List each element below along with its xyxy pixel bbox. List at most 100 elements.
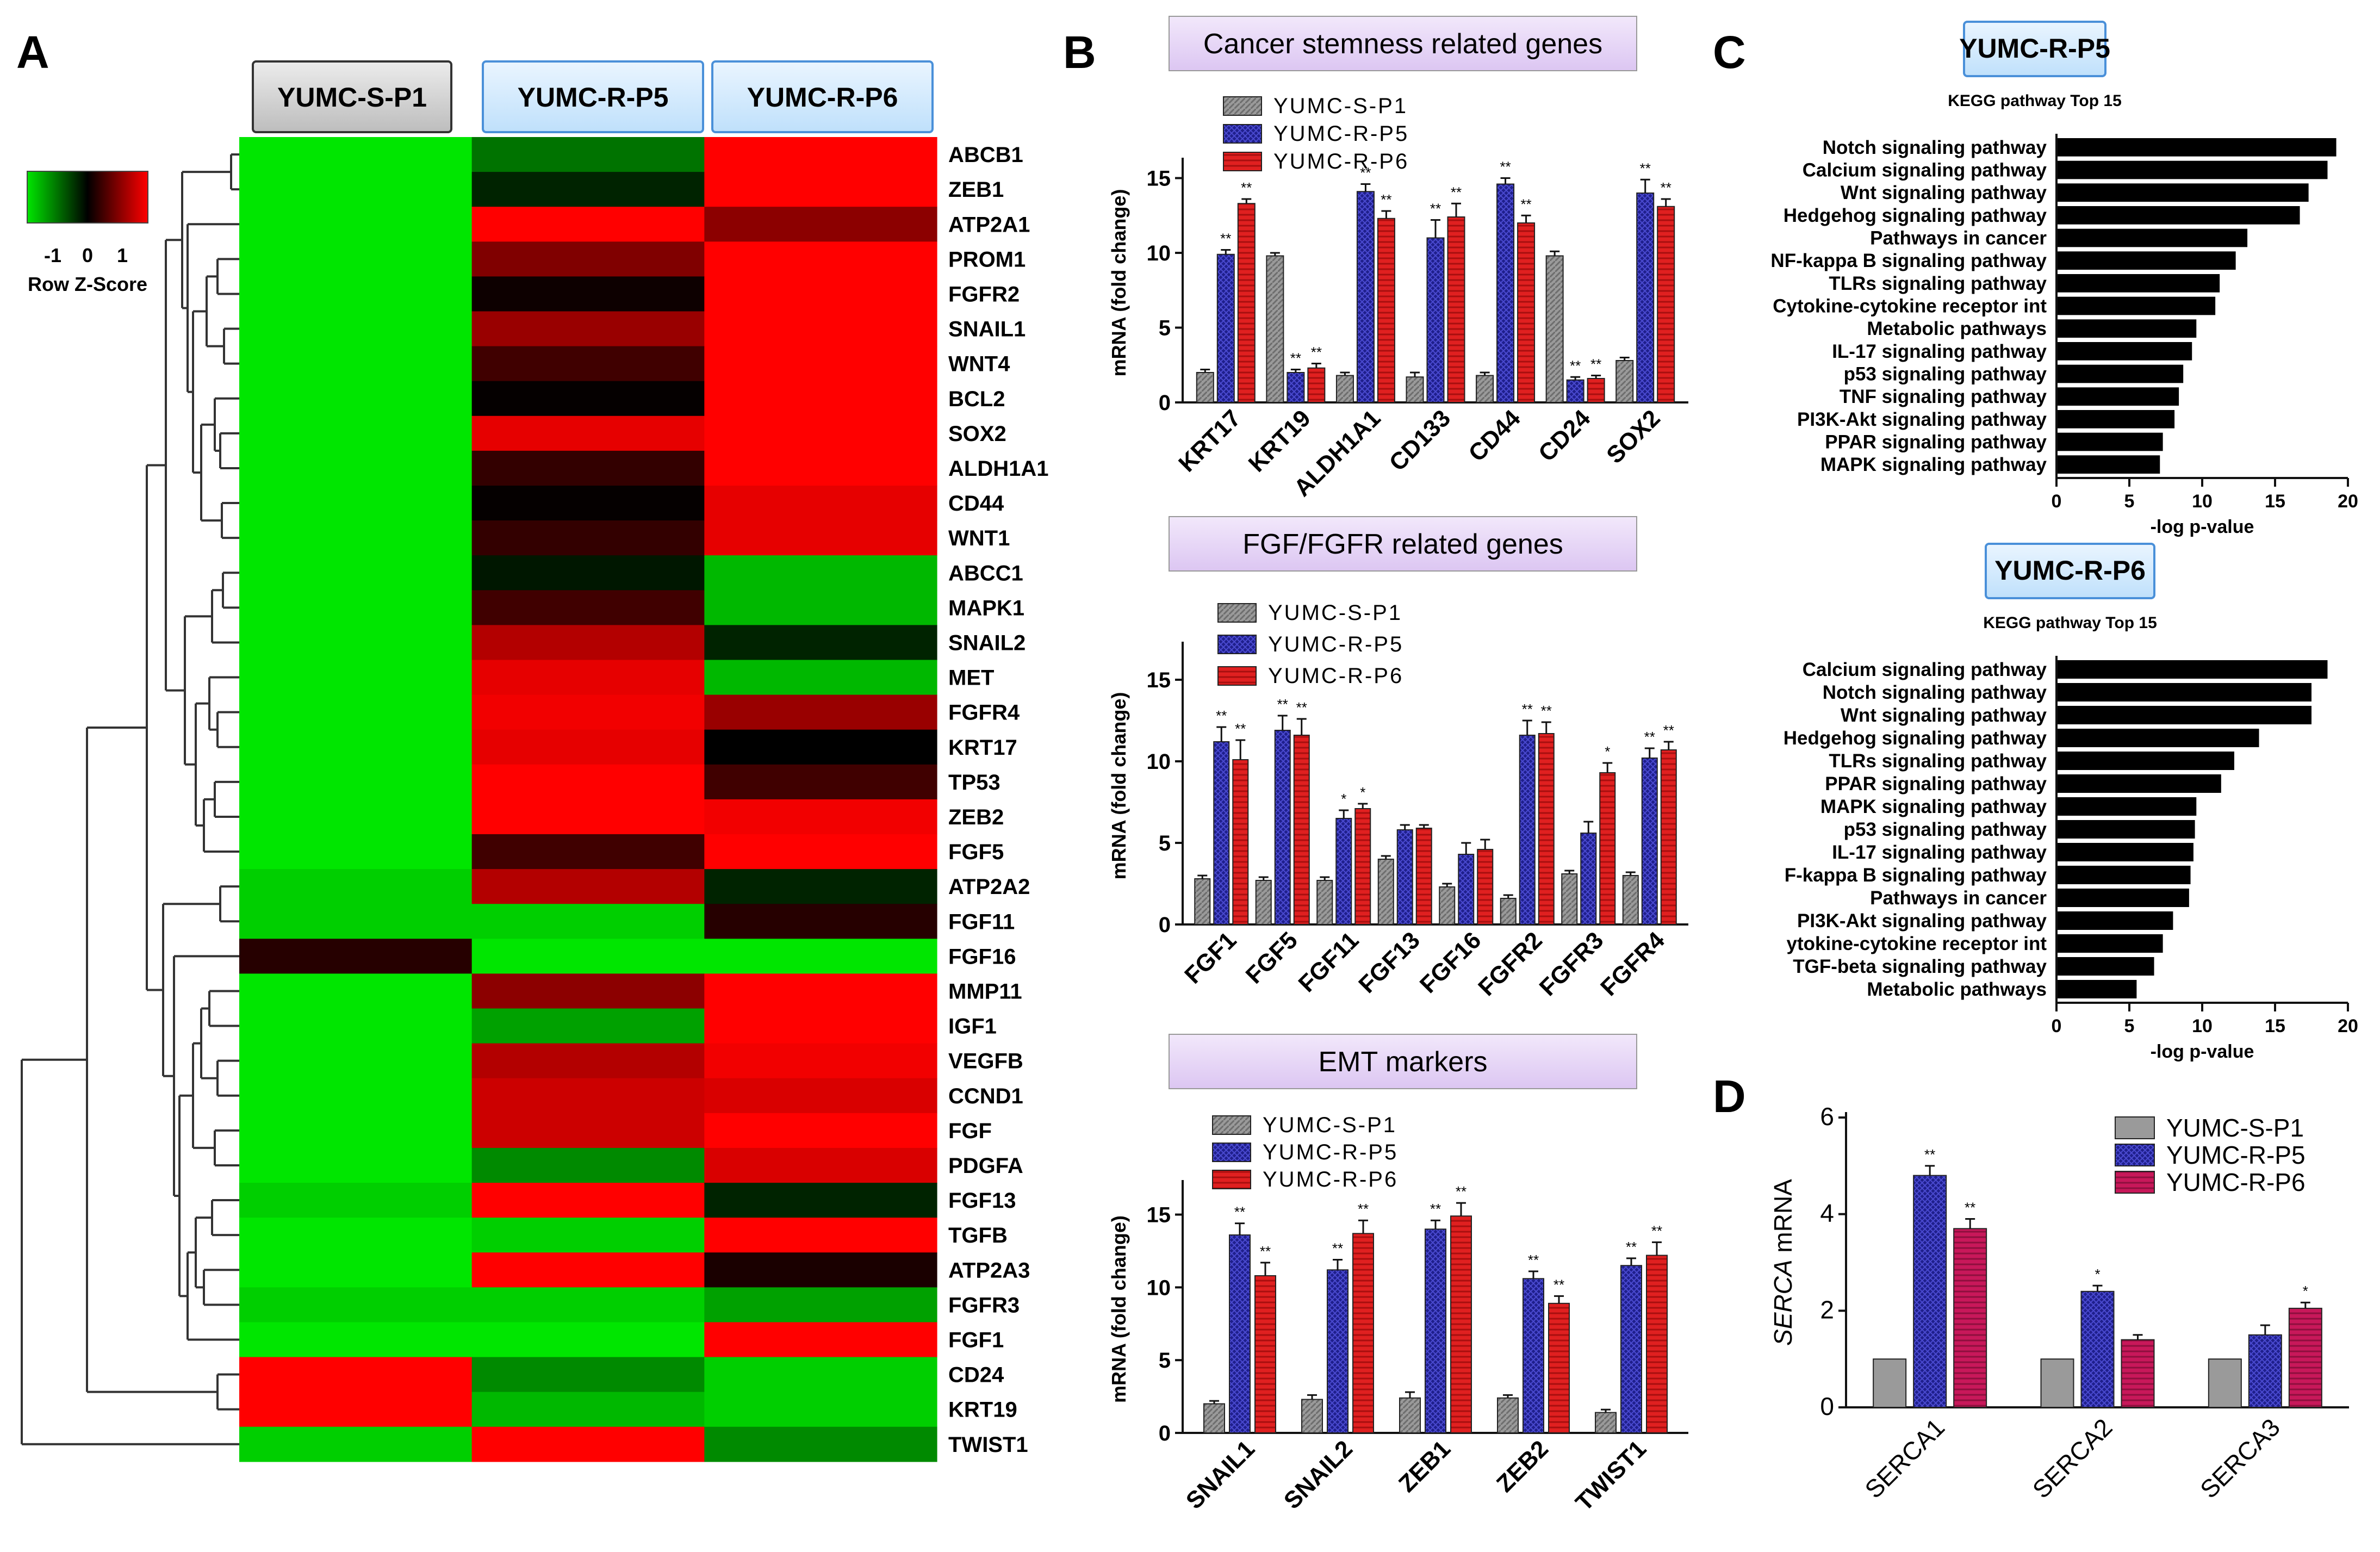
heatmap-cell (239, 1078, 473, 1114)
y-tick-label: 5 (1159, 316, 1171, 340)
y-axis-title-rest: mRNA (1769, 1179, 1797, 1260)
y-tick-label: 0 (1159, 391, 1171, 415)
legend-label: YUMC-R-P5 (1263, 1140, 1398, 1164)
kegg-x-tick-label: 5 (2124, 491, 2135, 512)
y-axis-title: SERCA mRNA (1769, 1179, 1797, 1346)
heatmap-cell (704, 1113, 937, 1149)
kegg-x-tick-label: 0 (2052, 491, 2062, 512)
bar (1548, 1302, 1570, 1434)
bar (2208, 1358, 2242, 1408)
category-label: FGFR3 (1534, 927, 1609, 1001)
bar (1517, 222, 1536, 403)
significance-mark: ** (1235, 721, 1246, 737)
bar (1356, 191, 1375, 403)
kegg-pathway-label: Hedgehog signaling pathway (1784, 728, 2047, 749)
gene-label: CD24 (948, 1363, 1004, 1387)
heatmap-cell (239, 241, 473, 277)
heatmap-cell (704, 1218, 937, 1253)
bar (1450, 1215, 1472, 1433)
category-label: FGF16 (1415, 927, 1486, 998)
kegg-pathway-label: p53 signaling pathway (1844, 819, 2047, 840)
bar (1255, 880, 1272, 925)
heatmap-column-headers: YUMC-S-P1 YUMC-R-P5 YUMC-R-P6 (252, 60, 934, 133)
legend-label: YUMC-R-P6 (1263, 1168, 1398, 1191)
gene-label: FGF13 (948, 1189, 1016, 1213)
gene-label: MAPK1 (948, 596, 1024, 620)
chart-title: Cancer stemness related genes (1203, 28, 1602, 60)
y-axis-title: mRNA (fold change) (1108, 189, 1130, 377)
heatmap-cell (239, 625, 473, 661)
gene-label: WNT4 (948, 352, 1010, 376)
category-label: CD44 (1463, 405, 1526, 467)
kegg-bar (2056, 911, 2173, 930)
kegg-pathway-label: TLRs signaling pathway (1829, 750, 2047, 772)
heatmap-cell (471, 172, 705, 207)
significance-mark: ** (1590, 356, 1601, 373)
gene-label: KRT17 (948, 736, 1017, 760)
heatmap-cell (239, 1252, 473, 1288)
gene-label: FGF1 (948, 1328, 1004, 1352)
heatmap-cell (471, 137, 705, 172)
bar (1377, 859, 1394, 925)
category-label: CD133 (1384, 405, 1456, 476)
legend-swatch (1223, 96, 1262, 116)
heatmap-cell (239, 555, 473, 591)
gene-label: FGFR2 (948, 282, 1020, 306)
category-label: SERCA3 (2195, 1413, 2285, 1504)
significance-mark: ** (1430, 201, 1441, 217)
bar (1426, 237, 1445, 403)
kegg-bar (2056, 251, 2236, 270)
color-key-tick: 0 (82, 244, 93, 266)
heatmap-cell (704, 137, 937, 172)
heatmap-cell (239, 207, 473, 242)
category-label: TWIST1 (1570, 1435, 1651, 1516)
heatmap-cell (704, 939, 937, 974)
panel-label-c: C (1713, 27, 1746, 78)
heatmap-cell (471, 555, 705, 591)
bar (1216, 253, 1235, 403)
bar (1327, 1269, 1349, 1434)
significance-mark: * (2095, 1266, 2100, 1282)
heatmap-cell (704, 450, 937, 486)
y-axis-title: mRNA (fold change) (1108, 692, 1130, 880)
heatmap-cell (239, 1183, 473, 1218)
category-label: FGF11 (1294, 927, 1364, 997)
heatmap-cell (704, 207, 937, 242)
bar (1377, 218, 1395, 403)
kegg-x-tick-label: 15 (2265, 491, 2285, 512)
heatmap-cell (239, 1392, 473, 1427)
gene-label: FGF5 (948, 840, 1004, 864)
gene-label: MET (948, 666, 994, 690)
significance-mark: ** (1553, 1276, 1564, 1293)
bar (1399, 1397, 1421, 1433)
heatmap-cell (239, 904, 473, 939)
kegg-x-tick-label: 20 (2338, 491, 2358, 512)
kegg-pathway-label: ytokine-cytokine receptor int (1787, 933, 2047, 954)
heatmap-cell (704, 834, 937, 870)
heatmap-cell (471, 1218, 705, 1253)
kegg-x-tick-label: 10 (2192, 491, 2213, 512)
kegg-pathway-label: Metabolic pathways (1867, 318, 2047, 339)
heatmap-cell (704, 729, 937, 765)
heatmap-cell (704, 1147, 937, 1183)
kegg-pathway-label: MAPK signaling pathway (1820, 454, 2047, 475)
significance-mark: ** (1520, 196, 1531, 212)
bar (1307, 367, 1326, 403)
legend-label: YUMC-S-P1 (1263, 1113, 1397, 1137)
y-tick-label: 10 (1147, 750, 1171, 774)
bar (1538, 733, 1555, 925)
heatmap-cell (239, 799, 473, 835)
bar (1196, 372, 1214, 403)
gene-label: ATP2A3 (948, 1258, 1030, 1282)
category-label: FGF13 (1353, 927, 1425, 998)
color-key-bar (27, 171, 148, 224)
heatmap-cell (471, 346, 705, 382)
heatmap-cell (704, 1252, 937, 1288)
kegg-bar (2056, 364, 2184, 383)
gene-label: FGF16 (948, 945, 1016, 969)
bar (1406, 376, 1424, 403)
significance-mark: ** (1522, 701, 1533, 717)
heatmap-cell (704, 973, 937, 1009)
kegg-pathway-label: TNF signaling pathway (1840, 386, 2047, 407)
